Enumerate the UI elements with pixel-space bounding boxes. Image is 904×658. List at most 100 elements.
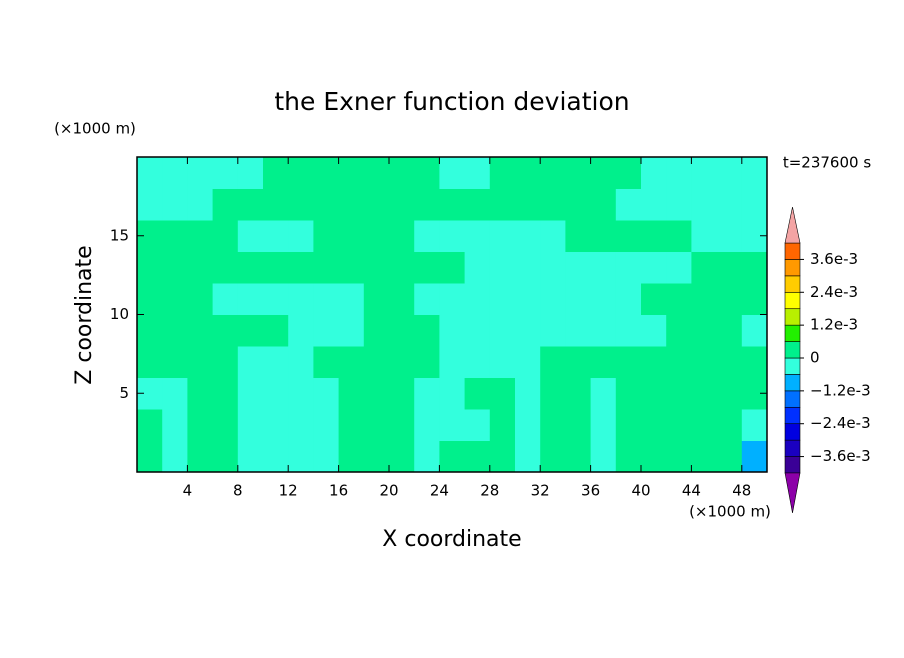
- contour-cell: [363, 188, 390, 221]
- contour-cell: [515, 409, 541, 441]
- colorbar-box: [784, 423, 801, 441]
- contour-cell: [187, 377, 214, 410]
- contour-cell: [313, 283, 340, 315]
- x-tick-label: 48: [732, 482, 751, 500]
- contour-cell: [237, 377, 264, 410]
- contour-cell: [489, 220, 516, 252]
- contour-cell: [363, 314, 390, 347]
- contour-cell: [439, 251, 466, 284]
- contour-cell: [716, 314, 743, 347]
- contour-cell: [389, 188, 415, 221]
- colorbar-box: [784, 456, 801, 474]
- contour-cell: [741, 409, 768, 441]
- contour-cell: [515, 377, 541, 410]
- contour-cell: [641, 440, 667, 473]
- contour-cell: [666, 157, 692, 189]
- contour-cell: [414, 346, 440, 378]
- contour-cell: [666, 283, 692, 315]
- contour-cell: [615, 157, 642, 189]
- contour-cell: [338, 220, 365, 252]
- contour-cell: [162, 440, 188, 473]
- contour-cell: [137, 251, 163, 284]
- contour-cell: [212, 251, 239, 284]
- contour-cell: [338, 251, 365, 284]
- contour-cell: [464, 283, 491, 315]
- contour-cell: [263, 314, 289, 347]
- contour-cell: [716, 409, 743, 441]
- contour-cell: [615, 409, 642, 441]
- contour-cell: [691, 251, 718, 284]
- contour-cell: [741, 251, 768, 284]
- contour-cell: [666, 188, 692, 221]
- contour-cell: [263, 377, 289, 410]
- contour-cell: [212, 440, 239, 473]
- contour-cell: [590, 440, 617, 473]
- contour-cell: [263, 409, 289, 441]
- contour-cell: [389, 440, 415, 473]
- contour-cell: [237, 157, 264, 189]
- contour-cell: [691, 188, 718, 221]
- contour-cell: [716, 157, 743, 189]
- x-tick-label: 20: [379, 482, 398, 500]
- contour-cell: [515, 157, 541, 189]
- contour-cell: [338, 188, 365, 221]
- contour-cell: [540, 220, 566, 252]
- contour-cell: [590, 409, 617, 441]
- contour-cell: [515, 220, 541, 252]
- contour-cell: [338, 409, 365, 441]
- contour-cell: [464, 157, 491, 189]
- contour-cell: [212, 409, 239, 441]
- colorbar-tick-label: 0: [810, 349, 820, 367]
- contour-cell: [590, 346, 617, 378]
- contour-cell: [212, 314, 239, 347]
- contour-cell: [691, 440, 718, 473]
- contour-cell: [313, 346, 340, 378]
- x-tick-label: 4: [183, 482, 193, 500]
- colorbar-box: [784, 390, 801, 408]
- contour-cell: [338, 346, 365, 378]
- contour-cell: [615, 251, 642, 284]
- contour-cell: [565, 251, 592, 284]
- contour-cell: [716, 283, 743, 315]
- contour-cell: [439, 409, 466, 441]
- contour-cell: [615, 188, 642, 221]
- contour-cell: [389, 377, 415, 410]
- contour-cell: [489, 283, 516, 315]
- contour-cell: [288, 251, 314, 284]
- contour-cell: [313, 220, 340, 252]
- contour-cell: [540, 283, 566, 315]
- contour-cell: [565, 283, 592, 315]
- contour-cell: [464, 314, 491, 347]
- contour-cell: [615, 377, 642, 410]
- contour-cell: [263, 251, 289, 284]
- contour-cell: [389, 314, 415, 347]
- contour-cell: [515, 283, 541, 315]
- contour-cell: [489, 314, 516, 347]
- x-axis-label: X coordinate: [382, 527, 521, 552]
- contour-cell: [187, 440, 214, 473]
- contour-cell: [313, 440, 340, 473]
- contour-cell: [641, 283, 667, 315]
- y-tick-label: 10: [110, 305, 129, 323]
- contour-cell: [187, 157, 214, 189]
- contour-cell: [162, 157, 188, 189]
- y-unit: (×1000 m): [54, 120, 136, 138]
- contour-cell: [212, 346, 239, 378]
- contour-cell: [641, 377, 667, 410]
- contour-cell: [489, 377, 516, 410]
- contour-cell: [137, 409, 163, 441]
- contour-cell: [565, 377, 592, 410]
- x-unit: (×1000 m): [689, 503, 771, 521]
- contour-cell: [666, 377, 692, 410]
- contour-cell: [389, 346, 415, 378]
- contour-cell: [489, 440, 516, 473]
- contour-cell: [666, 409, 692, 441]
- contour-cell: [363, 377, 390, 410]
- contour-cell: [641, 314, 667, 347]
- contour-cell: [162, 251, 188, 284]
- contour-cell: [363, 251, 390, 284]
- contour-cell: [313, 251, 340, 284]
- contour-cell: [439, 440, 466, 473]
- contour-cell: [540, 314, 566, 347]
